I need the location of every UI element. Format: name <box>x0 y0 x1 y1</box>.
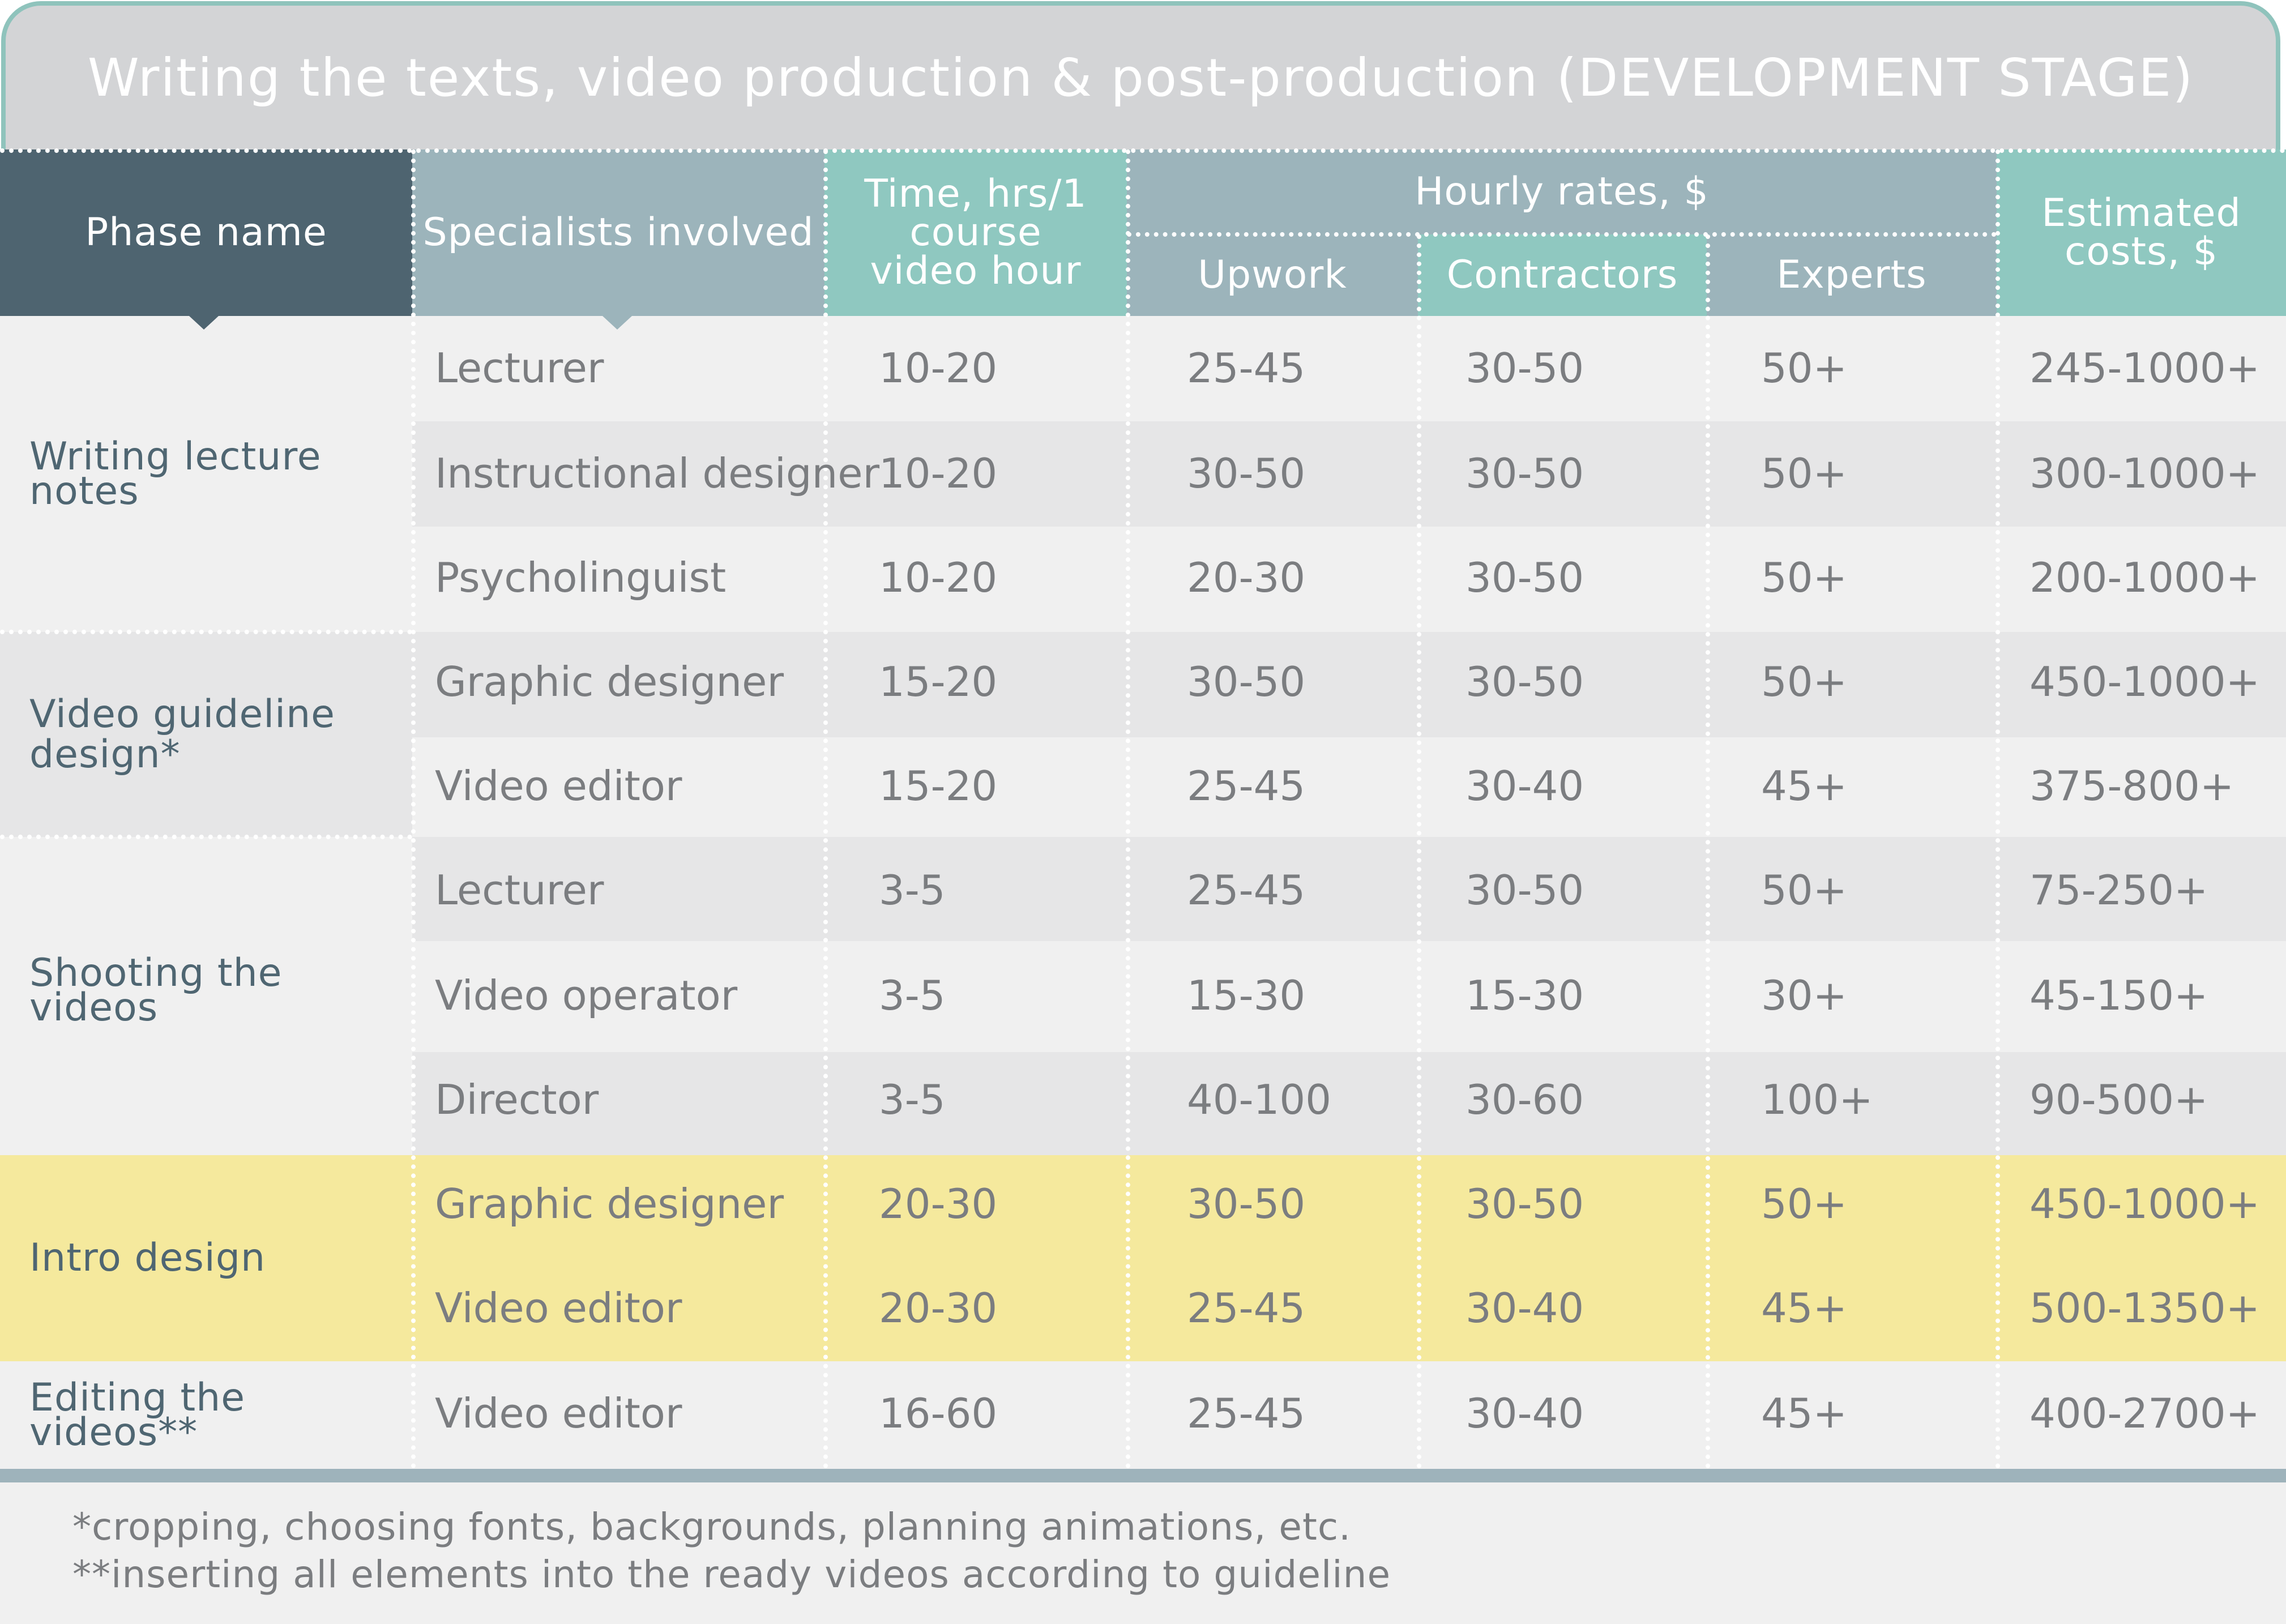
separator <box>1127 232 1997 237</box>
separator <box>0 835 412 839</box>
experts-cell: 50+ <box>1761 450 1847 497</box>
header-upwork: Upwork <box>1127 234 1418 316</box>
upwork-cell: 40-100 <box>1187 1076 1332 1123</box>
separator <box>411 149 416 1469</box>
cost-cell: 200-1000+ <box>2029 554 2260 601</box>
specialist-cell: Graphic designer <box>435 1180 784 1228</box>
specialist-cell: Lecturer <box>435 866 604 914</box>
separator <box>1706 234 1710 1469</box>
separator <box>1996 149 2000 1469</box>
experts-cell: 100+ <box>1761 1076 1873 1123</box>
phase-intro-design: Intro design <box>0 1155 412 1361</box>
time-cell: 16-60 <box>879 1390 998 1437</box>
experts-cell: 50+ <box>1761 344 1847 392</box>
time-cell: 3-5 <box>879 866 946 914</box>
footnote: **inserting all elements into the ready … <box>72 1553 1391 1596</box>
phase-writing-lecture-notes: Writing lecture notes <box>0 316 412 632</box>
upwork-cell: 30-50 <box>1187 450 1306 497</box>
specialists-header-notch <box>603 316 632 330</box>
upwork-cell: 25-45 <box>1187 762 1306 810</box>
upwork-cell: 15-30 <box>1187 972 1306 1019</box>
experts-cell: 50+ <box>1761 554 1847 601</box>
header-estimated-costs: Estimated costs, $ <box>1997 149 2286 316</box>
specialist-cell: Lecturer <box>435 344 604 392</box>
experts-cell: 45+ <box>1761 762 1847 810</box>
time-cell: 3-5 <box>879 972 946 1019</box>
upwork-cell: 25-45 <box>1187 866 1306 914</box>
header-phase-name: Phase name <box>0 149 412 316</box>
footnotes-area <box>0 1482 2286 1624</box>
specialist-cell: Director <box>435 1076 599 1123</box>
contractors-cell: 30-50 <box>1465 554 1584 601</box>
experts-cell: 50+ <box>1761 866 1847 914</box>
time-cell: 10-20 <box>879 554 998 601</box>
upwork-cell: 25-45 <box>1187 1284 1306 1332</box>
contractors-cell: 30-50 <box>1465 450 1584 497</box>
experts-cell: 45+ <box>1761 1284 1847 1332</box>
header-contractors: Contractors <box>1418 234 1707 316</box>
footer-divider <box>0 1469 2286 1482</box>
header-specialists: Specialists involved <box>412 149 824 316</box>
separator <box>0 148 2286 153</box>
specialist-cell: Instructional designer <box>435 450 880 497</box>
experts-cell: 45+ <box>1761 1390 1847 1437</box>
header-time: Time, hrs/1 course video hour <box>824 149 1127 316</box>
time-cell: 10-20 <box>879 344 998 392</box>
phase-video-guideline-design: Video guideline design* <box>0 632 412 837</box>
upwork-cell: 25-45 <box>1187 1390 1306 1437</box>
contractors-cell: 30-40 <box>1465 762 1584 810</box>
phase-shooting-the-videos: Shooting the videos <box>0 837 412 1155</box>
phase-header-notch <box>189 316 219 330</box>
cost-cell: 450-1000+ <box>2029 1180 2260 1228</box>
specialist-cell: Graphic designer <box>435 658 784 706</box>
separator <box>823 149 828 1469</box>
specialist-cell: Video editor <box>435 1284 682 1332</box>
phase-editing-the-videos: Editing the videos** <box>0 1361 412 1469</box>
cost-cell: 245-1000+ <box>2029 344 2260 392</box>
contractors-cell: 15-30 <box>1465 972 1584 1019</box>
time-cell: 3-5 <box>879 1076 946 1123</box>
specialist-cell: Video editor <box>435 1390 682 1437</box>
footnote: *cropping, choosing fonts, backgrounds, … <box>72 1505 1352 1549</box>
table-title: Writing the texts, video production & po… <box>87 47 2194 108</box>
cost-cell: 500-1350+ <box>2029 1284 2260 1332</box>
title-banner: Writing the texts, video production & po… <box>1 1 2280 149</box>
cost-cell: 450-1000+ <box>2029 658 2260 706</box>
specialist-cell: Video editor <box>435 762 682 810</box>
time-cell: 15-20 <box>879 658 998 706</box>
upwork-cell: 30-50 <box>1187 658 1306 706</box>
time-cell: 10-20 <box>879 450 998 497</box>
contractors-cell: 30-40 <box>1465 1284 1584 1332</box>
experts-cell: 50+ <box>1761 1180 1847 1228</box>
cost-cell: 375-800+ <box>2029 762 2234 810</box>
contractors-cell: 30-40 <box>1465 1390 1584 1437</box>
cost-cell: 90-500+ <box>2029 1076 2208 1123</box>
time-cell: 20-30 <box>879 1284 998 1332</box>
contractors-cell: 30-50 <box>1465 658 1584 706</box>
upwork-cell: 30-50 <box>1187 1180 1306 1228</box>
upwork-cell: 25-45 <box>1187 344 1306 392</box>
cost-cell: 75-250+ <box>2029 866 2208 914</box>
time-cell: 20-30 <box>879 1180 998 1228</box>
cost-cell: 300-1000+ <box>2029 450 2260 497</box>
experts-cell: 50+ <box>1761 658 1847 706</box>
specialist-cell: Psycholinguist <box>435 554 727 601</box>
time-cell: 15-20 <box>879 762 998 810</box>
contractors-cell: 30-50 <box>1465 866 1584 914</box>
contractors-cell: 30-60 <box>1465 1076 1584 1123</box>
cost-cell: 400-2700+ <box>2029 1390 2260 1437</box>
separator <box>1126 149 1130 1469</box>
contractors-cell: 30-50 <box>1465 344 1584 392</box>
header-experts: Experts <box>1707 234 1997 316</box>
specialist-cell: Video operator <box>435 972 738 1019</box>
experts-cell: 30+ <box>1761 972 1847 1019</box>
upwork-cell: 20-30 <box>1187 554 1306 601</box>
contractors-cell: 30-50 <box>1465 1180 1584 1228</box>
separator <box>1417 234 1421 1469</box>
cost-cell: 45-150+ <box>2029 972 2208 1019</box>
header-hourly-rates: Hourly rates, $ <box>1127 149 1997 234</box>
separator <box>0 630 412 634</box>
